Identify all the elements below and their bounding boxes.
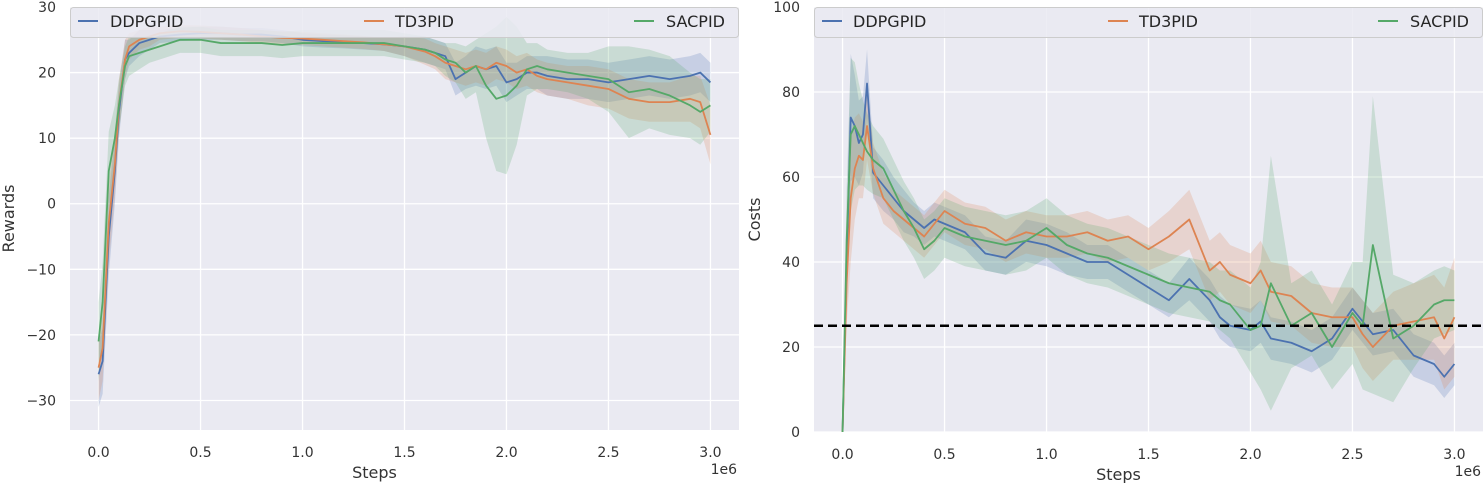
y-tick-label: 0 xyxy=(47,197,56,213)
series-layer xyxy=(841,49,1456,432)
x-tick-label: 0.0 xyxy=(831,447,853,463)
x-tick-label: 2.0 xyxy=(1239,447,1261,463)
x-offset-label: 1e6 xyxy=(711,462,738,478)
x-tick-label: 0.5 xyxy=(933,447,955,463)
x-tick-label: 1.0 xyxy=(291,445,313,461)
rewards-chart: −30 −20 −10 0 10 20 30 0.0 0.5 1.0 1.5 2.0 2.5 3.01e6… xyxy=(0,0,739,482)
x-tick-label: 3.0 xyxy=(1443,447,1465,463)
x-tick-label: 0.5 xyxy=(189,445,211,461)
y-tick-label: 80 xyxy=(782,85,800,101)
x-tick-label: 2.5 xyxy=(597,445,619,461)
y-tick-label: −10 xyxy=(26,262,56,278)
x-tick-label: 2.0 xyxy=(495,445,517,461)
x-tick-label: 3.0 xyxy=(699,445,721,461)
y-tick-label: 60 xyxy=(782,170,800,186)
line-sacpid xyxy=(97,38,711,342)
x-axis-label: Steps xyxy=(352,463,397,482)
y-tick-label: 20 xyxy=(782,340,800,356)
band-sacpid xyxy=(98,16,711,381)
y-tick-label: 0 xyxy=(791,425,800,441)
y-tick-label: −30 xyxy=(26,393,56,409)
y-tick-label: −20 xyxy=(26,328,56,344)
legend-label-ddpgpid: DDPGPID xyxy=(853,12,926,31)
legend xyxy=(70,7,739,38)
y-axis-label: Costs xyxy=(745,198,764,242)
band-ddpgpid xyxy=(842,49,1455,432)
line-td3pid xyxy=(97,30,712,368)
y-tick-label: 30 xyxy=(38,0,56,16)
series-layer xyxy=(97,16,712,408)
x-tick-label: 0.0 xyxy=(87,445,109,461)
x-tick-label: 1.5 xyxy=(1137,447,1159,463)
y-tick-label: 10 xyxy=(38,131,56,147)
x-tick-label: 2.5 xyxy=(1341,447,1363,463)
band-sacpid xyxy=(842,58,1455,432)
x-offset-label: 1e6 xyxy=(1455,464,1482,480)
legend-label-sacpid: SACPID xyxy=(666,12,725,31)
x-axis-label: Steps xyxy=(1096,465,1141,483)
y-tick-label: 40 xyxy=(782,255,800,271)
x-tick-label: 1.0 xyxy=(1035,447,1057,463)
line-sacpid xyxy=(841,125,1455,432)
legend-label-td3pid: TD3PID xyxy=(394,12,454,31)
y-tick-label: 100 xyxy=(773,0,800,16)
legend-label-sacpid: SACPID xyxy=(1410,12,1469,31)
y-axis-label: Rewards xyxy=(0,185,18,253)
x-tick-label: 1.5 xyxy=(393,445,415,461)
y-tick-label: 20 xyxy=(38,66,56,82)
legend-label-ddpgpid: DDPGPID xyxy=(110,12,183,31)
band-td3pid xyxy=(842,92,1455,432)
legend-label-td3pid: TD3PID xyxy=(1138,12,1198,31)
band-ddpgpid xyxy=(98,26,711,408)
